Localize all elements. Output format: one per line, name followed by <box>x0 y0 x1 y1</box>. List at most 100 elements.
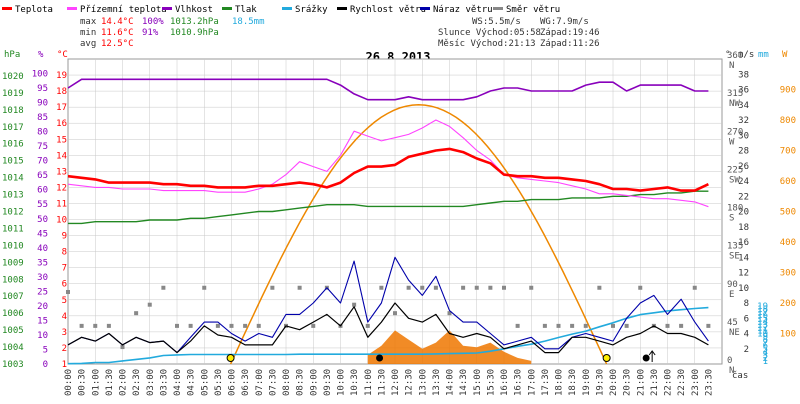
wind-direction-point <box>215 323 220 328</box>
pressure-tick-label: 1010 <box>2 241 24 251</box>
series-line-rychlost-vetru <box>67 302 709 354</box>
rain-tick-label: 3 <box>763 351 768 361</box>
rain-tick-label: 2 <box>763 354 768 364</box>
temperature-tick-label: 17 <box>56 103 67 113</box>
x-tick-label: 14:30 <box>459 369 469 396</box>
x-tick-label: 11:30 <box>377 369 387 396</box>
wind-tick-label: 22 <box>738 192 749 202</box>
wind-direction-point <box>188 323 193 328</box>
pressure-tick-label: 1014 <box>2 174 24 184</box>
pressure-tick-label: 1011 <box>2 224 24 234</box>
series-line-teplota <box>67 147 709 192</box>
solar-tick-label: 900 <box>780 86 796 96</box>
sunset-marker <box>602 354 611 362</box>
stat-ws: WS:5.5m/s <box>472 17 521 27</box>
x-tick-label: 13:30 <box>432 369 442 396</box>
legend-label: Náraz větru <box>433 5 493 15</box>
rain-tick-label: 1 <box>763 357 768 367</box>
rain-tick-label: 6 <box>763 342 768 352</box>
moonrise-marker <box>642 354 650 362</box>
humidity-tick-label: 15 <box>37 316 48 326</box>
x-tick-label: 17:00 <box>527 369 537 396</box>
temperature-axis-unit: °C <box>57 50 68 60</box>
wind-direction-point <box>706 323 711 328</box>
pressure-tick-label: 1017 <box>2 123 24 133</box>
wind-axis-unit: m/s <box>738 50 754 60</box>
solar-tick-label: 100 <box>780 330 796 340</box>
x-tick-label: 19:00 <box>582 369 592 396</box>
solar-tick-label: 800 <box>780 116 796 126</box>
wind-direction-point <box>542 323 547 328</box>
wind-direction-point <box>175 323 179 328</box>
wind-direction-point <box>270 285 275 290</box>
stat-moon: Měsíc Východ:21:13 <box>438 39 536 49</box>
x-tick-label: 07:30 <box>268 369 278 396</box>
x-tick-label: 11:00 <box>364 369 374 396</box>
direction-tick-label: NE <box>729 328 740 338</box>
wind-direction-point <box>106 323 111 328</box>
x-tick-label: 05:30 <box>214 369 224 396</box>
series-line-prizemni-teplota <box>67 119 709 208</box>
rain-tick-label: 11 <box>757 326 768 336</box>
wind-tick-label: 24 <box>738 177 749 187</box>
legend-swatch <box>67 7 77 10</box>
rain-tick-label: 19 <box>757 302 768 312</box>
x-tick-label: 04:30 <box>187 369 197 396</box>
direction-tick-label: 135 <box>727 242 743 252</box>
temperature-tick-label: 2 <box>62 344 67 354</box>
stat-max-temp: 14.4°C <box>101 17 134 27</box>
x-tick-label: 09:00 <box>309 369 319 396</box>
temperature-tick-label: 15 <box>56 135 67 145</box>
pressure-tick-label: 1008 <box>2 275 24 285</box>
x-tick-label: 15:30 <box>486 369 496 396</box>
humidity-tick-label: 90 <box>37 99 48 109</box>
temperature-tick-label: 8 <box>62 248 67 258</box>
temperature-tick-label: 1 <box>62 360 67 370</box>
wind-direction-point <box>120 345 125 350</box>
moonset-marker <box>376 354 384 362</box>
wind-direction-point <box>624 323 629 328</box>
wind-direction-point <box>311 323 316 328</box>
rain-tick-label: 4 <box>763 348 768 358</box>
x-tick-label: 01:00 <box>91 369 101 396</box>
x-tick-label: 03:30 <box>159 369 169 396</box>
rain-tick-label: 5 <box>763 345 768 355</box>
x-tick-label: 23:30 <box>704 369 714 396</box>
direction-tick-label: 315 <box>727 89 743 99</box>
moonrise-arrow-head <box>648 350 656 356</box>
wind-direction-point <box>406 285 411 290</box>
humidity-tick-label: 65 <box>37 171 48 181</box>
wind-tick-label: 32 <box>738 116 749 126</box>
pressure-tick-label: 1005 <box>2 326 24 336</box>
x-tick-label: 06:30 <box>241 369 251 396</box>
humidity-tick-label: 100 <box>32 70 48 80</box>
temperature-tick-label: 13 <box>56 167 67 177</box>
x-tick-label: 20:30 <box>623 369 633 396</box>
direction-axis-unit: ° <box>725 50 730 60</box>
wind-tick-label: 20 <box>738 208 749 218</box>
legend-label: Přízemní teplota <box>80 5 167 15</box>
temperature-tick-label: 14 <box>56 151 67 161</box>
stat-min-hum: 91% <box>142 28 159 38</box>
wind-direction-point <box>229 323 234 328</box>
pressure-axis-unit: hPa <box>4 50 20 60</box>
legend-label: Rychlost větru <box>350 5 426 15</box>
temperature-tick-label: 3 <box>62 328 67 338</box>
temperature-tick-label: 18 <box>56 87 67 97</box>
pressure-tick-label: 1006 <box>2 309 24 319</box>
wind-direction-point <box>611 323 615 328</box>
direction-tick-label: N <box>729 366 734 376</box>
x-tick-label: 01:30 <box>105 369 115 396</box>
x-tick-label: 18:30 <box>568 369 578 396</box>
pressure-tick-label: 1013 <box>2 191 24 201</box>
humidity-tick-label: 75 <box>37 142 48 152</box>
humidity-tick-label: 70 <box>37 157 48 167</box>
wind-direction-point <box>420 285 425 290</box>
wind-direction-point <box>66 289 70 294</box>
x-tick-label: 18:00 <box>555 369 565 396</box>
pressure-tick-label: 1004 <box>2 343 24 353</box>
humidity-axis-unit: % <box>38 50 44 60</box>
direction-tick-label: 90 <box>727 280 738 290</box>
wind-tick-label: 16 <box>738 238 749 248</box>
wind-direction-point <box>243 323 248 328</box>
